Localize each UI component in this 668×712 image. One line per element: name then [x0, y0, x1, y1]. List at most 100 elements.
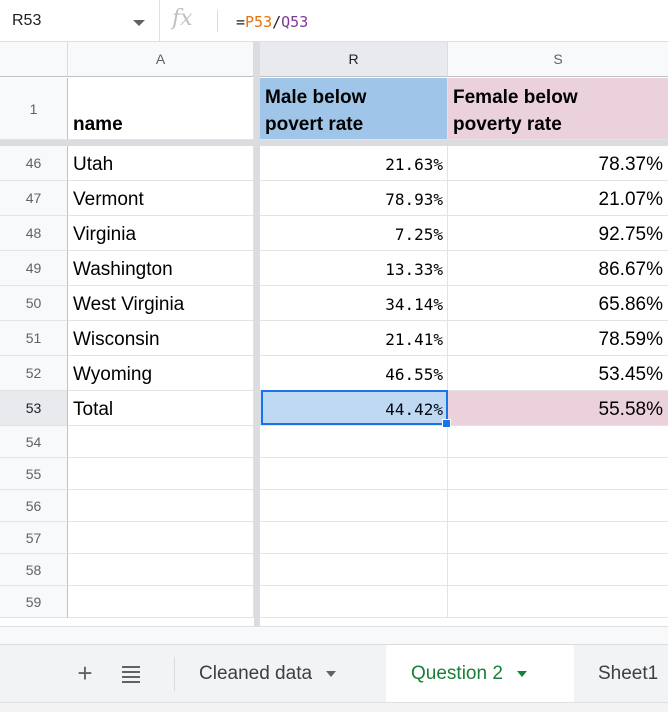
fx-icon: fx — [172, 6, 193, 31]
header-name-label: name — [73, 114, 123, 135]
empty-cell[interactable] — [260, 458, 448, 490]
chevron-down-icon[interactable] — [133, 20, 145, 26]
cell-name-total[interactable]: Total — [68, 391, 254, 426]
formula-input[interactable]: =P53/Q53 — [236, 13, 308, 31]
row-header[interactable]: 49 — [0, 251, 68, 286]
name-box[interactable]: R53 — [0, 0, 160, 42]
row-header-1[interactable]: 1 — [0, 78, 68, 140]
tab-label: Question 2 — [411, 663, 503, 684]
tab-label: Cleaned data — [199, 663, 313, 684]
cell-name[interactable]: Vermont — [68, 181, 254, 216]
cell-male-rate[interactable]: 7.25% — [260, 216, 448, 251]
tab-label: Sheet1 — [598, 663, 659, 684]
sheet-tab-bar: + Cleaned data Question 2 Sheet1 — [0, 644, 668, 703]
tab-question-2[interactable]: Question 2 — [386, 645, 574, 703]
row-header[interactable]: 57 — [0, 522, 68, 554]
cell-female-rate[interactable]: 86.67% — [448, 251, 668, 286]
cell-female-rate[interactable]: 78.37% — [448, 146, 668, 181]
empty-cell[interactable] — [68, 458, 254, 490]
menu-icon — [122, 671, 140, 673]
empty-cell[interactable] — [448, 426, 668, 458]
cell-name[interactable]: Wyoming — [68, 356, 254, 391]
row-header[interactable]: 48 — [0, 216, 68, 251]
column-header-a[interactable]: A — [68, 42, 254, 77]
menu-icon — [122, 681, 140, 683]
empty-cell[interactable] — [68, 586, 254, 618]
cell-name[interactable]: Washington — [68, 251, 254, 286]
active-cell-selection — [261, 390, 448, 425]
empty-cell[interactable] — [448, 554, 668, 586]
chevron-down-icon[interactable] — [326, 670, 337, 677]
horizontal-scrollbar[interactable] — [0, 626, 668, 644]
row-header[interactable]: 51 — [0, 321, 68, 356]
bottom-strip — [0, 702, 668, 712]
menu-icon — [122, 676, 140, 678]
empty-cell[interactable] — [448, 458, 668, 490]
cell-name[interactable]: Virginia — [68, 216, 254, 251]
row-header[interactable]: 56 — [0, 490, 68, 522]
row-header[interactable]: 54 — [0, 426, 68, 458]
empty-cell[interactable] — [448, 586, 668, 618]
empty-cell[interactable] — [448, 522, 668, 554]
row-header[interactable]: 47 — [0, 181, 68, 216]
empty-cell[interactable] — [68, 522, 254, 554]
cell-female-rate[interactable]: 92.75% — [448, 216, 668, 251]
row-header[interactable]: 59 — [0, 586, 68, 618]
header-male-line1: Male below — [265, 87, 367, 108]
cell-name[interactable]: Utah — [68, 146, 254, 181]
menu-icon — [122, 666, 140, 668]
cell-male-rate[interactable]: 13.33% — [260, 251, 448, 286]
cell-male-rate[interactable]: 78.93% — [260, 181, 448, 216]
empty-cell[interactable] — [68, 490, 254, 522]
frozen-row-divider[interactable] — [0, 140, 668, 146]
fill-handle[interactable] — [442, 419, 451, 428]
cell-female-rate[interactable]: 21.07% — [448, 181, 668, 216]
name-box-value: R53 — [12, 12, 42, 29]
cell-name[interactable]: West Virginia — [68, 286, 254, 321]
cell-male-rate[interactable]: 21.63% — [260, 146, 448, 181]
row-header[interactable]: 55 — [0, 458, 68, 490]
row-header-selected[interactable]: 53 — [0, 391, 68, 426]
tab-cleaned-data[interactable]: Cleaned data — [176, 645, 384, 703]
row-header[interactable]: 50 — [0, 286, 68, 321]
tab-sheet1[interactable]: Sheet1 — [576, 645, 668, 703]
row-header[interactable]: 58 — [0, 554, 68, 586]
cell-female-rate[interactable]: 65.86% — [448, 286, 668, 321]
formula-bar: R53 fx =P53/Q53 — [0, 0, 668, 42]
column-header-r[interactable]: R — [260, 42, 448, 77]
cell-name[interactable]: Wisconsin — [68, 321, 254, 356]
select-all-corner[interactable] — [0, 42, 68, 77]
header-female-line1: Female below — [453, 87, 578, 108]
empty-cell[interactable] — [260, 426, 448, 458]
cell-female-rate[interactable]: 53.45% — [448, 356, 668, 391]
empty-cell[interactable] — [68, 426, 254, 458]
chevron-down-icon[interactable] — [516, 670, 527, 677]
empty-cell[interactable] — [260, 586, 448, 618]
cell-male-rate[interactable]: 46.55% — [260, 356, 448, 391]
formula-ref-2: Q53 — [281, 13, 309, 31]
row-header[interactable]: 52 — [0, 356, 68, 391]
header-male-line2: povert rate — [265, 114, 364, 135]
cell-female-rate[interactable]: 78.59% — [448, 321, 668, 356]
formula-ref-1: P53 — [245, 13, 273, 31]
cell-male-rate-total[interactable]: 44.42% — [260, 391, 448, 426]
header-female-line2: poverty rate — [453, 114, 562, 135]
header-cell-female[interactable]: Female below poverty rate — [448, 78, 668, 140]
empty-cell[interactable] — [260, 522, 448, 554]
empty-cell[interactable] — [260, 490, 448, 522]
cell-male-rate[interactable]: 34.14% — [260, 286, 448, 321]
header-cell-name[interactable]: name — [68, 78, 254, 140]
empty-cell[interactable] — [260, 554, 448, 586]
column-header-s[interactable]: S — [448, 42, 668, 77]
cell-female-rate-total[interactable]: 55.58% — [448, 391, 668, 426]
all-sheets-button[interactable] — [120, 655, 142, 691]
frozen-column-divider[interactable] — [254, 42, 260, 644]
row-header[interactable]: 46 — [0, 146, 68, 181]
header-cell-male[interactable]: Male below povert rate — [260, 78, 448, 140]
empty-cell[interactable] — [448, 490, 668, 522]
cell-male-rate[interactable]: 21.41% — [260, 321, 448, 356]
formula-operator: / — [272, 13, 282, 31]
formula-prefix: = — [236, 13, 246, 31]
empty-cell[interactable] — [68, 554, 254, 586]
add-sheet-button[interactable]: + — [77, 658, 93, 688]
